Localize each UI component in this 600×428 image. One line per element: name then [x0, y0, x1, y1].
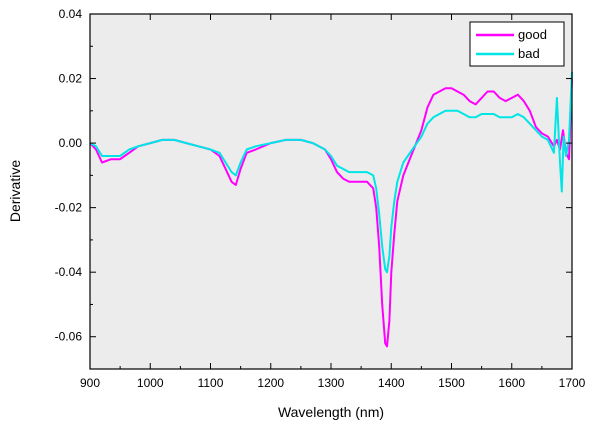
plot-area [90, 14, 572, 369]
y-tick-label: 0.04 [59, 7, 83, 21]
y-tick-label: 0.00 [59, 136, 83, 150]
x-tick-label: 1200 [257, 376, 284, 390]
x-tick-label: 1700 [559, 376, 586, 390]
x-tick-label: 1000 [137, 376, 164, 390]
x-tick-label: 1400 [378, 376, 405, 390]
x-tick-label: 1500 [438, 376, 465, 390]
legend-label-bad: bad [518, 46, 540, 61]
y-tick-label: 0.02 [59, 72, 83, 86]
y-tick-label: -0.04 [55, 265, 83, 279]
x-axis-title: Wavelength (nm) [278, 404, 384, 420]
series-layer [89, 72, 573, 348]
legend-box [469, 21, 565, 67]
series-line-bad [89, 72, 573, 274]
y-tick-label: -0.02 [55, 201, 83, 215]
x-axis: 900 1000 1100 1200 1300 1400 1500 1600 1700 [80, 14, 586, 390]
y-axis: 0.04 0.02 0.00 -0.02 -0.04 -0.06 [55, 7, 572, 370]
legend: good bad [469, 21, 565, 67]
x-tick-label: 1300 [318, 376, 345, 390]
legend-label-good: good [518, 27, 547, 42]
x-tick-label: 900 [80, 376, 100, 390]
x-tick-label: 1600 [498, 376, 525, 390]
x-tick-label: 1100 [198, 376, 224, 390]
y-axis-title: Derivative [7, 160, 23, 222]
y-tick-label: -0.06 [55, 330, 83, 344]
